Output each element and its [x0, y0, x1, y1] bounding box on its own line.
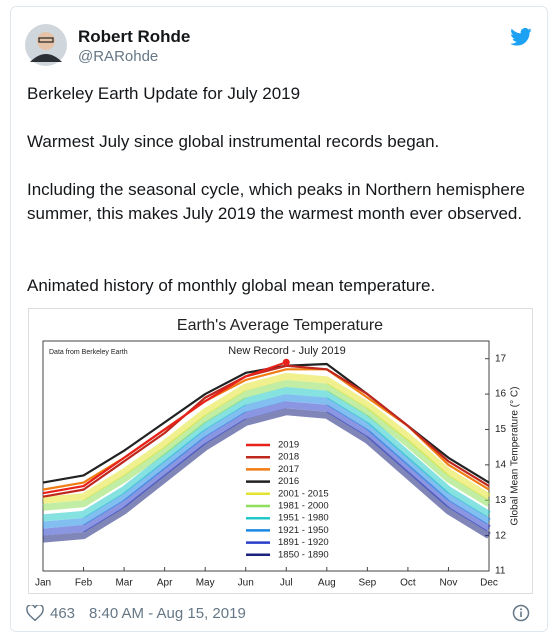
legend-label: 1921 - 1950 [278, 525, 329, 536]
legend-label: 1981 - 2000 [278, 501, 329, 512]
x-tick-label: May [196, 578, 215, 589]
chart-title: Earth's Average Temperature [177, 317, 383, 334]
source-note: Data from Berkeley Earth [49, 349, 128, 356]
like-icon[interactable] [26, 605, 44, 621]
legend-label: 2019 [278, 440, 299, 451]
legend-label: 1891 - 1920 [278, 537, 329, 548]
tweet-text: Animated history of monthly global mean … [27, 276, 436, 295]
chart[interactable]: Earth's Average Temperature Data from Be… [28, 308, 533, 594]
timestamp[interactable]: 8:40 AM - Aug 15, 2019 [89, 605, 246, 622]
info-icon[interactable] [512, 604, 530, 622]
annotation: New Record - July 2019 [228, 345, 345, 357]
x-tick-label: Nov [440, 578, 458, 589]
author-handle[interactable]: @RARohde [78, 48, 159, 65]
y-tick-label: 11 [495, 566, 506, 577]
plot-frame [42, 340, 490, 572]
author-name[interactable]: Robert Rohde [78, 27, 191, 46]
tweet-text: Berkeley Earth Update for July 2019 [27, 84, 301, 103]
series-line [42, 361, 287, 495]
y-tick-label: 14 [495, 459, 507, 470]
x-tick-label: Jan [35, 578, 51, 589]
y-tick-label: 17 [495, 353, 507, 364]
tweet-text: Warmest July since global instrumental r… [27, 132, 440, 151]
like-count[interactable]: 463 [50, 605, 76, 622]
record-marker [282, 358, 290, 366]
avatar[interactable] [25, 24, 67, 66]
series-line [42, 387, 491, 522]
x-tick-label: Jul [280, 578, 293, 589]
legend-label: 2018 [278, 452, 299, 463]
legend-label: 2001 - 2015 [278, 488, 329, 499]
x-tick-label: Sep [358, 578, 376, 589]
series-line [42, 372, 491, 504]
x-tick-label: Aug [318, 578, 336, 589]
twitter-logo[interactable] [510, 28, 532, 46]
legend-label: 2017 [278, 464, 299, 475]
series-line [42, 401, 491, 536]
legend-label: 2016 [278, 476, 299, 487]
x-tick-label: Dec [480, 578, 498, 589]
series-line [42, 408, 491, 543]
x-tick-label: Feb [75, 578, 93, 589]
x-tick-label: Jun [238, 578, 254, 589]
series-line [42, 364, 490, 498]
y-axis-label: Global Mean Temperature (° C) [510, 387, 521, 526]
y-tick-label: 12 [495, 530, 507, 541]
legend-label: 1850 - 1890 [278, 549, 329, 560]
y-tick-label: 15 [495, 424, 507, 435]
tweet-text: Including the seasonal cycle, which peak… [27, 180, 525, 223]
series-line [42, 379, 491, 511]
series-line [42, 394, 491, 529]
y-tick-label: 16 [495, 389, 507, 400]
legend-label: 1951 - 1980 [278, 513, 329, 524]
x-tick-label: Apr [157, 578, 173, 589]
y-tick-label: 13 [495, 495, 507, 506]
x-tick-label: Mar [115, 578, 133, 589]
x-tick-label: Oct [400, 578, 416, 589]
tweet-card [10, 6, 548, 632]
